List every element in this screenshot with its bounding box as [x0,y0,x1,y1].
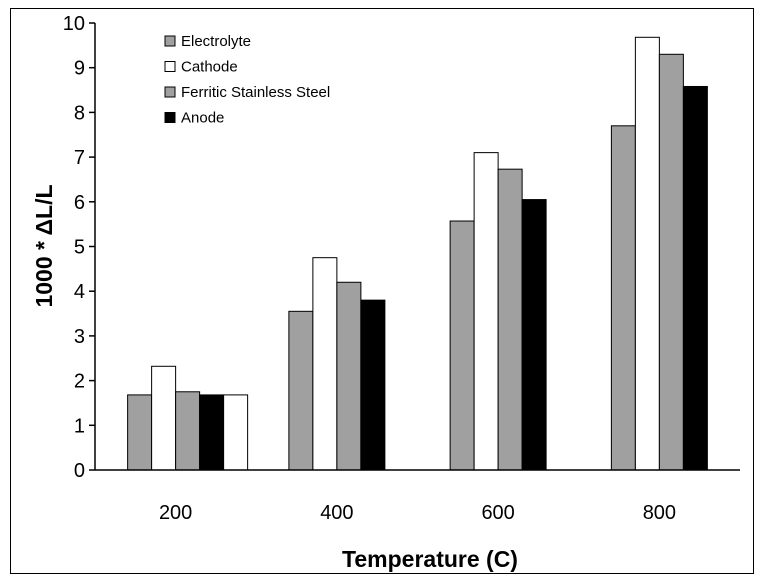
bar-extra-200 [223,394,249,471]
y-tick-label: 0 [74,460,85,482]
bar-ferritic-stainless-steel-800 [658,53,684,471]
bar-cathode-400 [312,257,338,471]
y-tick-label: 7 [74,147,85,169]
bar-electrolyte-600 [449,220,475,471]
x-tick-label: 600 [481,502,514,524]
y-tick-label: 3 [74,326,85,348]
bar-ferritic-stainless-steel-400 [336,281,362,471]
x-tick-label: 200 [159,502,192,524]
bar-ferritic-stainless-steel-600 [497,168,523,471]
bar-electrolyte-400 [288,310,314,471]
legend-swatch [164,86,176,98]
y-tick-label: 6 [74,192,85,214]
y-tick-label: 4 [74,281,85,303]
legend-swatch [164,112,176,123]
y-tick-labels: 0 1 2 3 4 5 6 7 8 9 10 [63,13,95,482]
bar-anode-200 [199,394,225,471]
bar-ferritic-stainless-steel-200 [175,391,201,471]
bar-electrolyte-200 [127,394,153,471]
legend: Electrolyte Cathode Ferritic Stainless Ste… [164,33,330,127]
legend-label: Ferritic Stainless Steel [181,84,330,101]
x-tick-labels: 200 400 600 800 [159,502,676,524]
y-tick-label: 5 [74,237,85,259]
bar-anode-600 [521,199,547,471]
legend-label: Electrolyte [181,33,251,50]
bar-cathode-800 [634,36,660,471]
x-tick-label: 800 [643,502,676,524]
legend-label: Anode [181,110,224,127]
legend-swatch [164,35,176,47]
y-tick-label: 10 [63,13,85,35]
y-tick-label: 8 [74,102,85,124]
bar-cathode-200 [151,365,177,471]
y-tick-label: 2 [74,371,85,393]
bars [127,36,708,471]
y-tick-label: 9 [74,58,85,80]
bar-cathode-600 [473,152,499,471]
x-tick-label: 400 [320,502,353,524]
y-tick-label: 1 [74,415,85,437]
legend-swatch [164,61,176,72]
legend-label: Cathode [181,59,238,76]
x-axis-title: Temperature (C) [342,546,518,572]
y-axis-title: 1000 * ΔL/L [31,184,57,307]
bar-anode-400 [360,299,386,471]
bar-anode-800 [682,85,708,471]
bar-electrolyte-800 [610,125,636,471]
